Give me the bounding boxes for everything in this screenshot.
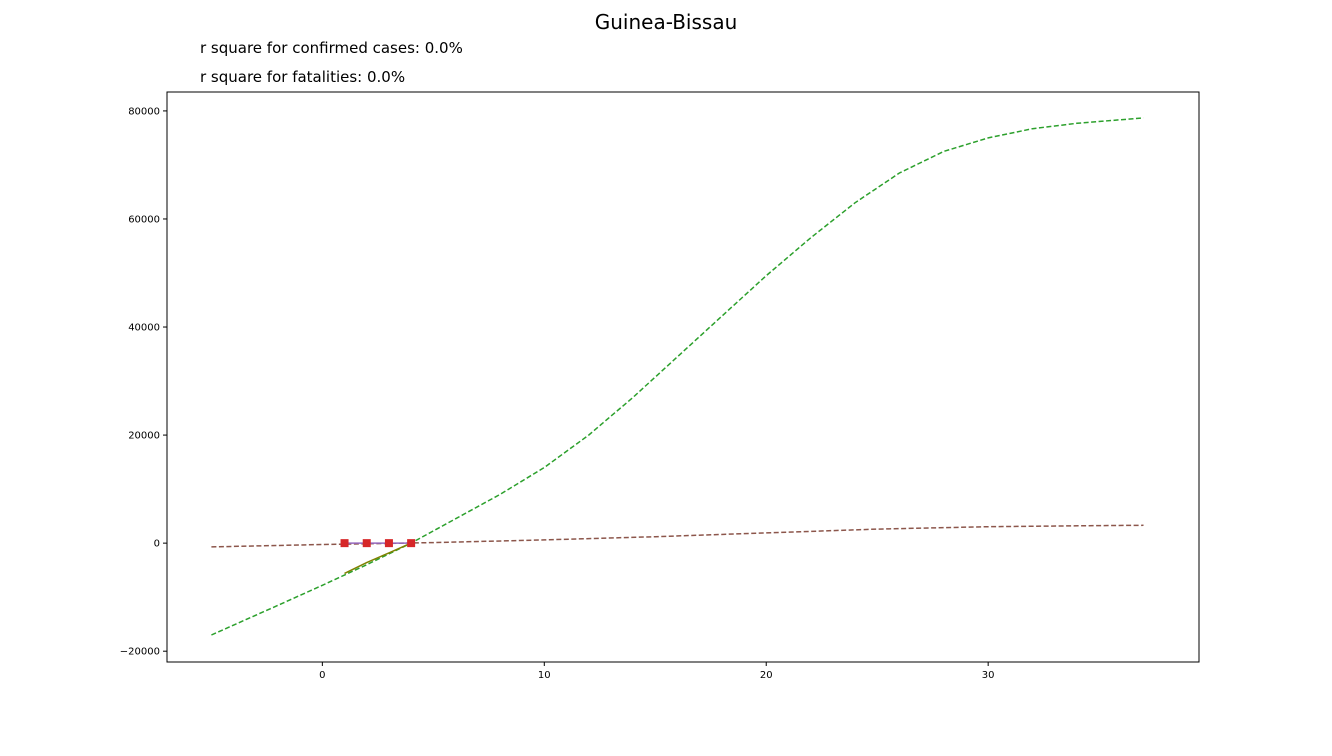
data-point-marker (407, 539, 416, 548)
y-tick-label: 60000 (128, 214, 160, 225)
y-tick-label: 80000 (128, 106, 160, 117)
series-line-2 (344, 542, 412, 575)
tick-layer: 0 10 20 30 −20000 0 20000 40000 60000 80000 (120, 106, 995, 681)
r-square-fatalities-note: r square for fatalities: 0.0% (200, 68, 406, 86)
data-point-marker (384, 539, 393, 548)
series-layer (211, 117, 1144, 636)
x-tick-label: 10 (538, 670, 551, 681)
x-tick-label: 20 (760, 670, 773, 681)
y-tick-label: −20000 (120, 647, 160, 658)
chart-title: Guinea-Bissau (594, 10, 738, 34)
y-tick-label: 0 (154, 539, 160, 550)
r-square-confirmed-note: r square for confirmed cases: 0.0% (200, 39, 463, 57)
plot-area-frame (166, 91, 1200, 663)
x-tick-label: 0 (319, 670, 325, 681)
data-point-marker (362, 539, 371, 548)
series-line-0 (211, 117, 1144, 636)
y-tick-label: 40000 (128, 323, 160, 334)
data-point-marker (340, 539, 349, 548)
y-tick-label: 20000 (128, 431, 160, 442)
x-tick-label: 30 (982, 670, 995, 681)
